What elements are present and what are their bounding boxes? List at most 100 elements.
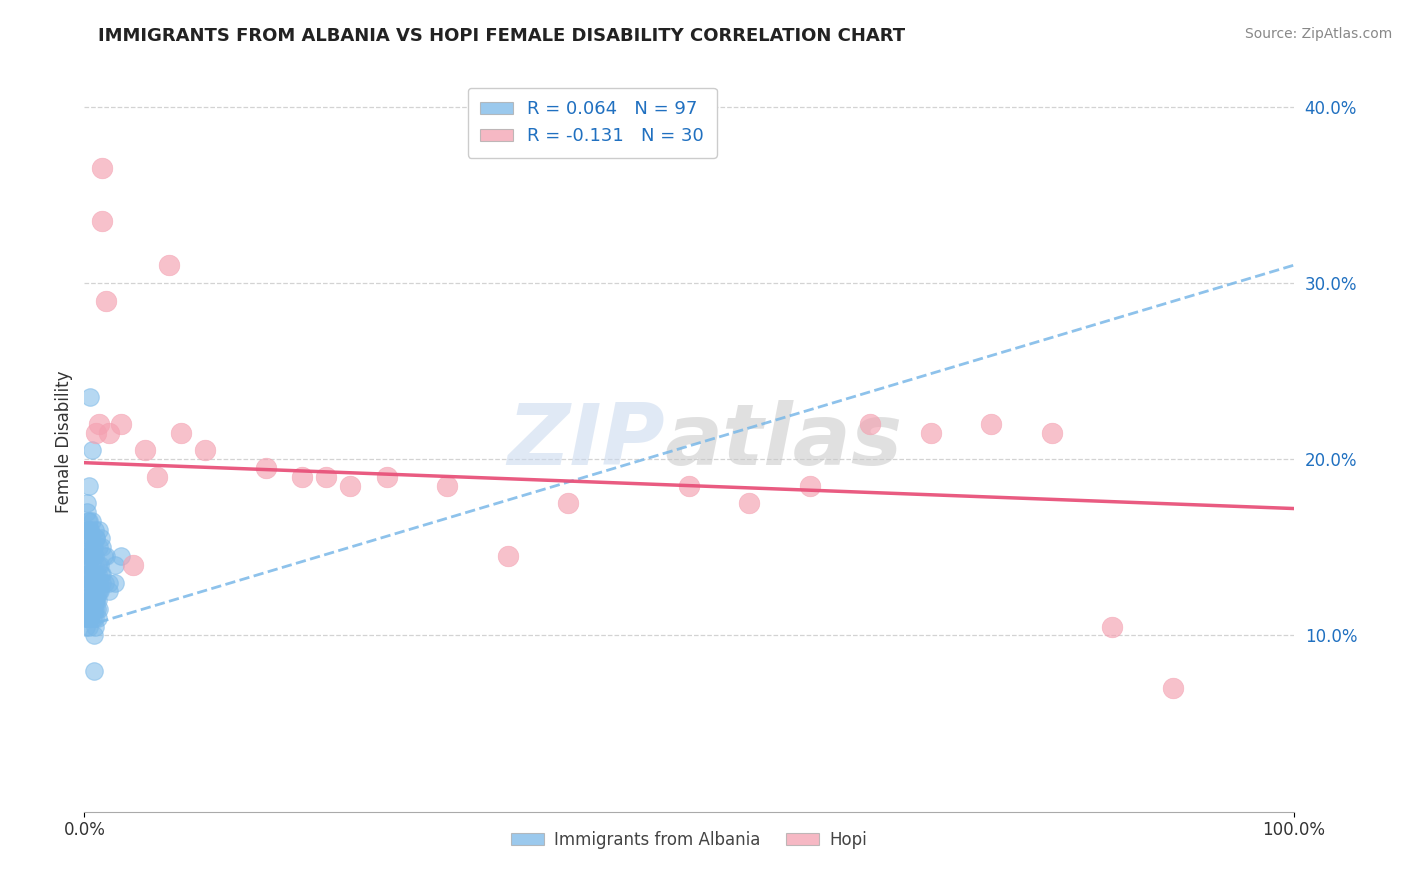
Point [980, 417, 1002, 431]
Point [77, 514, 100, 528]
Point [77, 620, 100, 634]
Point [87, 593, 110, 607]
Point [86, 566, 108, 581]
Point [82, 575, 104, 590]
Point [86, 425, 108, 440]
Point [496, 549, 519, 563]
Point [79, 523, 101, 537]
Point [76, 505, 98, 519]
Point [82, 611, 104, 625]
Point [1101, 620, 1123, 634]
Point [1040, 425, 1063, 440]
Point [104, 558, 127, 572]
Point [75, 620, 97, 634]
Point [436, 478, 458, 492]
Point [77, 514, 100, 528]
Text: IMMIGRANTS FROM ALBANIA VS HOPI FEMALE DISABILITY CORRELATION CHART: IMMIGRANTS FROM ALBANIA VS HOPI FEMALE D… [98, 27, 905, 45]
Point [79, 566, 101, 581]
Point [339, 478, 361, 492]
Point [76, 496, 98, 510]
Point [86, 584, 108, 599]
Point [157, 258, 180, 272]
Point [77, 478, 100, 492]
Point [75, 541, 97, 555]
Point [97, 425, 120, 440]
Point [678, 478, 700, 492]
Point [97, 575, 120, 590]
Point [91, 541, 114, 555]
Point [77, 541, 100, 555]
Point [90, 532, 112, 546]
Point [77, 575, 100, 590]
Point [84, 593, 107, 607]
Point [83, 523, 105, 537]
Point [79, 549, 101, 563]
Point [94, 293, 117, 308]
Point [84, 611, 107, 625]
Point [375, 470, 398, 484]
Point [83, 628, 105, 642]
Point [80, 532, 103, 546]
Point [82, 602, 104, 616]
Point [80, 558, 103, 572]
Point [557, 496, 579, 510]
Point [1161, 681, 1184, 696]
Point [170, 425, 193, 440]
Point [76, 611, 98, 625]
Point [94, 549, 117, 563]
Point [121, 558, 143, 572]
Point [89, 575, 111, 590]
Point [859, 417, 882, 431]
Point [86, 602, 108, 616]
Point [89, 558, 111, 572]
Point [76, 566, 98, 581]
Point [83, 664, 105, 678]
Point [77, 549, 100, 563]
Point [80, 514, 103, 528]
Point [75, 549, 97, 563]
Point [146, 470, 169, 484]
Point [84, 549, 107, 563]
Point [77, 602, 100, 616]
Point [83, 541, 105, 555]
Point [82, 584, 104, 599]
Point [94, 575, 117, 590]
Point [738, 496, 761, 510]
Legend: Immigrants from Albania, Hopi: Immigrants from Albania, Hopi [505, 824, 873, 855]
Point [82, 575, 104, 590]
Point [86, 566, 108, 581]
Point [86, 532, 108, 546]
Point [110, 549, 132, 563]
Text: atlas: atlas [665, 400, 903, 483]
Point [84, 575, 107, 590]
Point [77, 575, 100, 590]
Point [76, 584, 98, 599]
Point [89, 584, 111, 599]
Point [77, 523, 100, 537]
Point [83, 593, 105, 607]
Point [86, 593, 108, 607]
Point [79, 611, 101, 625]
Point [77, 532, 100, 546]
Point [82, 575, 104, 590]
Point [84, 602, 107, 616]
Point [75, 611, 97, 625]
Point [80, 602, 103, 616]
Point [77, 558, 100, 572]
Point [91, 214, 114, 228]
Point [83, 575, 105, 590]
Point [84, 620, 107, 634]
Point [77, 602, 100, 616]
Point [194, 443, 217, 458]
Point [90, 566, 112, 581]
Point [79, 391, 101, 405]
Point [87, 602, 110, 616]
Point [82, 549, 104, 563]
Point [799, 478, 821, 492]
Point [77, 593, 100, 607]
Point [291, 470, 314, 484]
Point [87, 417, 110, 431]
Point [79, 611, 101, 625]
Text: Source: ZipAtlas.com: Source: ZipAtlas.com [1244, 27, 1392, 41]
Point [79, 566, 101, 581]
